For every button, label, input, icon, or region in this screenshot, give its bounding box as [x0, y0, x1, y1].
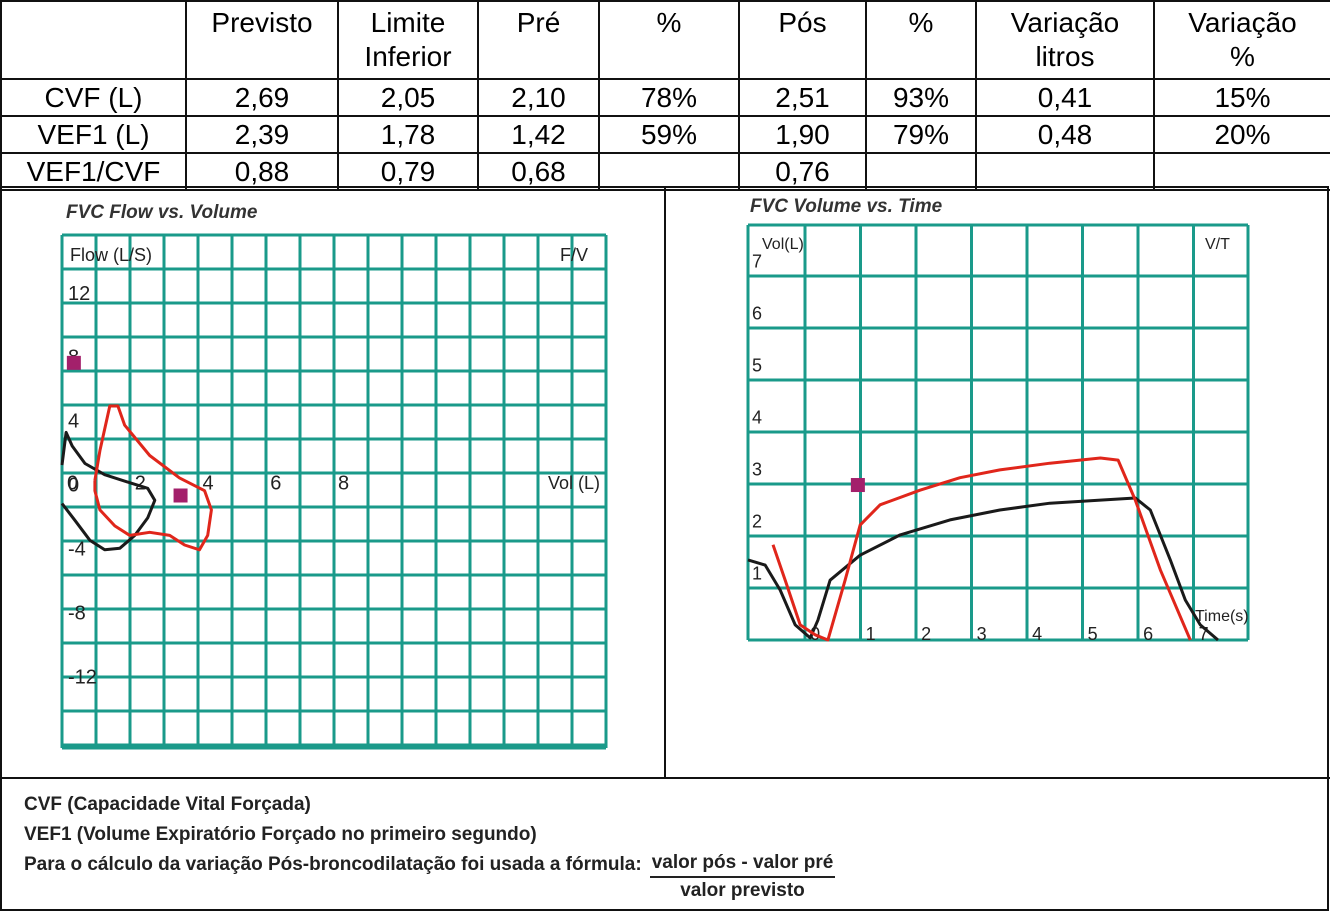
row-label: CVF (L): [0, 78, 187, 117]
row-label: VEF1/CVF: [0, 152, 187, 191]
cell: 79%: [865, 115, 977, 154]
row: VEF1 (L) 2,39 1,78 1,42 59% 1,90 79% 0,48 20%: [0, 115, 1330, 154]
cell: 0,88: [185, 152, 339, 191]
y-tick-label: 12: [68, 283, 90, 305]
y-tick-label: 3: [752, 460, 762, 480]
cell: 2,51: [738, 78, 867, 117]
row-label: VEF1 (L): [0, 115, 187, 154]
header-cell: Variação litros: [975, 0, 1155, 80]
curve: [93, 404, 213, 552]
curve: [771, 456, 1192, 642]
x-tick-label: 0: [67, 473, 78, 495]
cell: 2,05: [337, 78, 479, 117]
formula: valor pós - valor pré valor previsto: [649, 850, 836, 904]
y-tick-label: 6: [752, 304, 762, 324]
y-tick-label: -8: [68, 602, 86, 624]
x-tick-label: 6: [270, 473, 281, 495]
cell: 0,48: [975, 115, 1155, 154]
x-tick-label: 6: [1143, 624, 1153, 644]
x-axis-label: Vol (L): [548, 473, 600, 493]
y-tick-label: -12: [68, 666, 97, 688]
row: VEF1/CVF 0,88 0,79 0,68 0,76: [0, 152, 1330, 191]
header-row: Previsto Limite Inferior Pré% Pós% Variação …: [0, 0, 1330, 80]
x-tick-label: 5: [1088, 624, 1098, 644]
x-tick-label: 1: [866, 624, 876, 644]
y-tick-label: -4: [68, 539, 86, 561]
cell: 15%: [1153, 78, 1330, 117]
cell: 2,39: [185, 115, 339, 154]
x-tick-label: 3: [977, 624, 987, 644]
cell: [598, 152, 740, 191]
y-tick-label: 7: [752, 252, 762, 272]
corner-cell: [0, 0, 187, 80]
marker: [850, 478, 865, 493]
cell: 0,79: [337, 152, 479, 191]
note: VEF1 (Volume Expiratório Forçado no prim…: [24, 824, 537, 845]
corner-label: F/V: [560, 245, 588, 265]
numerator: valor pós - valor pré: [649, 850, 836, 878]
marker: [173, 488, 188, 503]
cell: 0,76: [738, 152, 867, 191]
cell: 20%: [1153, 115, 1330, 154]
header-cell: Previsto: [185, 0, 339, 80]
y-axis-label: Vol(L): [762, 236, 804, 253]
row: CVF (L) 2,69 2,05 2,10 78% 2,51 93% 0,41 15%: [0, 78, 1330, 117]
x-tick-label: 2: [921, 624, 931, 644]
curve: [60, 430, 157, 552]
x-tick-label: 4: [1032, 624, 1042, 644]
y-tick-label: 4: [68, 411, 79, 433]
notes: CVF (Capacidade Vital Forçada) VEF1 (Vol…: [24, 790, 836, 904]
cell: [975, 152, 1155, 191]
x-tick-label: 8: [338, 473, 349, 495]
note: Para o cálculo da variação Pós-broncodil…: [24, 854, 642, 875]
cell: 2,10: [477, 78, 600, 117]
cell: 0,68: [477, 152, 600, 191]
y-tick-label: 4: [752, 408, 762, 428]
header-cell: %: [865, 0, 977, 80]
header-cell: Pós: [738, 0, 867, 80]
cell: 1,42: [477, 115, 600, 154]
y-tick-label: 5: [752, 356, 762, 376]
header-cell: Pré: [477, 0, 600, 80]
x-tick-label: 7: [1199, 624, 1209, 644]
x-axis-label: Time(s): [1195, 608, 1249, 625]
x-tick-label: 4: [203, 473, 214, 495]
chart-title: FVC Volume vs. Time: [750, 196, 943, 217]
corner-label: V/T: [1205, 236, 1230, 253]
y-tick-label: 2: [752, 512, 762, 532]
cell: 78%: [598, 78, 740, 117]
header-cell: Limite Inferior: [337, 0, 479, 80]
header-cell: Variação %: [1153, 0, 1330, 80]
cell: [865, 152, 977, 191]
cell: 1,90: [738, 115, 867, 154]
y-tick-label: 1: [752, 564, 762, 584]
cell: 93%: [865, 78, 977, 117]
cell: 1,78: [337, 115, 479, 154]
note: Para o cálculo da variação Pós-broncodil…: [24, 850, 836, 904]
results-table: Previsto Limite Inferior Pré% Pós% Variação …: [0, 0, 1330, 191]
curve: [747, 496, 1219, 642]
chart-title: FVC Flow vs. Volume: [66, 202, 258, 223]
header-cell: %: [598, 0, 740, 80]
y-tick-label: 0: [68, 475, 79, 497]
marker: [66, 355, 81, 370]
note: CVF (Capacidade Vital Forçada): [24, 794, 311, 815]
cell: 2,69: [185, 78, 339, 117]
y-axis-label: Flow (L/S): [70, 245, 152, 265]
denominator: valor previsto: [680, 880, 805, 901]
cell: 59%: [598, 115, 740, 154]
x-tick-label: 2: [135, 473, 146, 495]
cell: [1153, 152, 1330, 191]
cell: 0,41: [975, 78, 1155, 117]
